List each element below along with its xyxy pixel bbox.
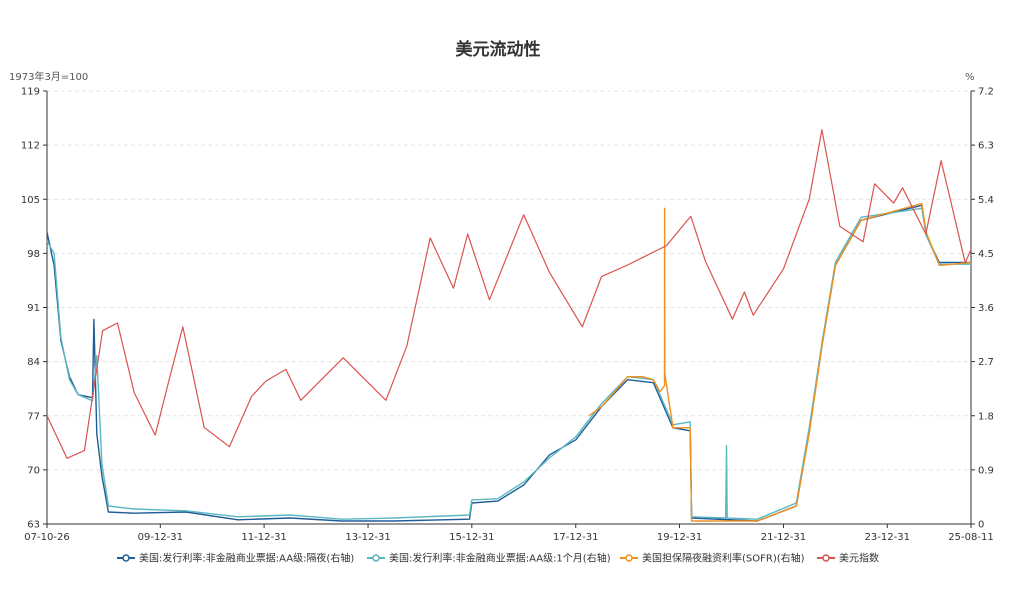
x-tick-label: 23-12-31: [865, 532, 910, 543]
left-tick-label: 98: [27, 249, 40, 260]
x-tick-label: 15-12-31: [449, 532, 494, 543]
right-tick-label: 5.4: [978, 195, 994, 206]
series-line: [46, 129, 972, 459]
right-axis-unit: %: [965, 72, 975, 83]
series-line: [46, 207, 971, 520]
x-tick-label: 17-12-31: [553, 532, 598, 543]
gridlines: [47, 90, 971, 471]
right-tick-label: 0.9: [978, 465, 994, 476]
right-tick-label: 2.7: [978, 357, 994, 368]
x-tick-label: 21-12-31: [761, 532, 806, 543]
legend-label: 美元指数: [839, 552, 879, 565]
x-tick-label: 13-12-31: [345, 532, 390, 543]
chart-title: 美元流动性: [456, 39, 541, 60]
right-tick-label: 1.8: [978, 411, 994, 422]
series-line: [588, 202, 972, 522]
left-tick-label: 91: [27, 303, 40, 314]
right-tick-label: 7.2: [978, 87, 994, 98]
left-tick-label: 112: [21, 141, 40, 152]
left-tick-label: 63: [27, 520, 40, 531]
left-tick-label: 119: [21, 87, 40, 98]
right-tick-label: 6.3: [978, 141, 994, 152]
x-tick-label: 11-12-31: [241, 532, 286, 543]
right-tick-label: 3.6: [978, 303, 994, 314]
legend: 美国:发行利率:非金融商业票据:AA级:隔夜(右轴) 美国:发行利率:非金融商业票…: [117, 552, 879, 565]
legend-label: 美国:发行利率:非金融商业票据:AA级:隔夜(右轴): [139, 552, 354, 565]
legend-label: 美国:发行利率:非金融商业票据:AA级:1个月(右轴): [389, 552, 611, 565]
x-tick-label: 19-12-31: [657, 532, 702, 543]
x-tick-label: 09-12-31: [138, 532, 183, 543]
series-lines: [46, 129, 972, 522]
legend-marker: [372, 554, 380, 562]
legend-marker: [822, 554, 830, 562]
left-axis-unit: 1973年3月=100: [9, 70, 88, 83]
right-tick-label: 0: [978, 520, 984, 531]
legend-marker: [122, 554, 130, 562]
x-tick-label: 25-08-11: [948, 532, 993, 543]
legend-marker: [625, 554, 633, 562]
axes: 63 70 77 84 91 98 105 112 119 0 0.9 1.8 2.7 3.6 4.5 5.4…: [21, 87, 994, 544]
left-tick-label: 105: [21, 195, 40, 206]
left-tick-label: 84: [27, 357, 40, 368]
left-tick-label: 70: [27, 465, 40, 476]
x-tick-label: 07-10-26: [24, 532, 69, 543]
right-tick-label: 4.5: [978, 249, 994, 260]
legend-label: 美国担保隔夜融资利率(SOFR)(右轴): [642, 552, 805, 565]
left-tick-label: 77: [27, 411, 40, 422]
